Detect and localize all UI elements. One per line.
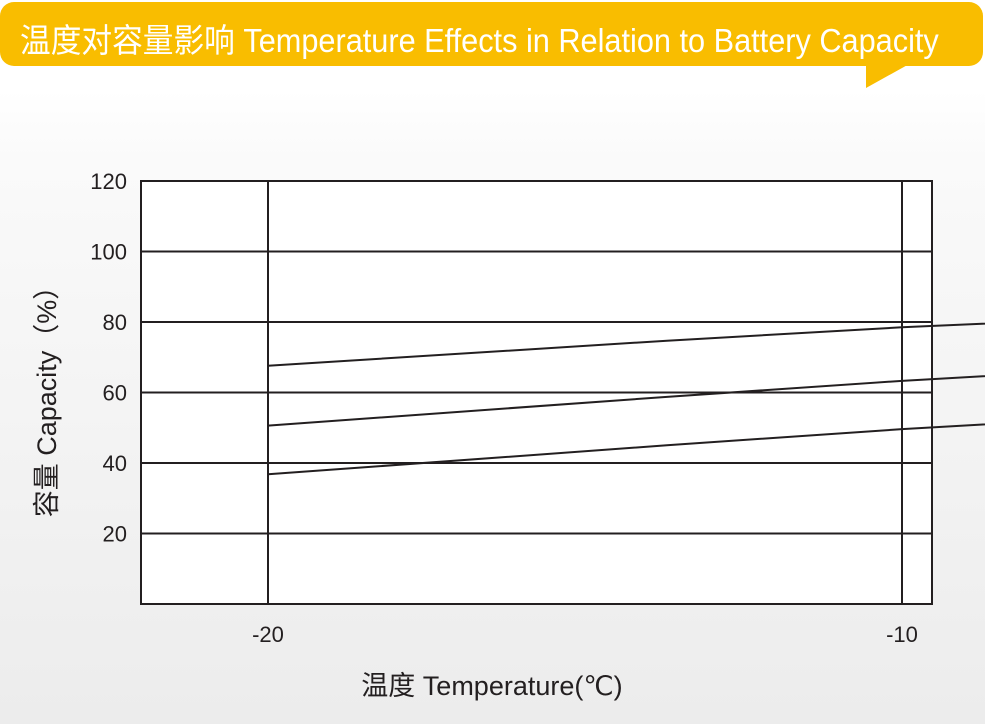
y-tick-label: 20 [103,522,127,547]
page-title: 温度对容量影响 Temperature Effects in Relation … [20,22,939,59]
y-tick-label: 60 [103,381,127,406]
y-tick-label: 100 [90,240,127,265]
x-axis-label: 温度 Temperature(℃) [361,671,622,701]
title-banner [0,2,983,66]
x-tick-label: -10 [886,622,918,647]
y-tick-label: 40 [103,451,127,476]
y-tick-label: 80 [103,310,127,335]
x-tick-label: -20 [252,622,284,647]
y-axis-label: 容量 Capacity（%） [32,273,62,518]
y-tick-label: 120 [90,169,127,194]
banner-tail [866,58,920,88]
